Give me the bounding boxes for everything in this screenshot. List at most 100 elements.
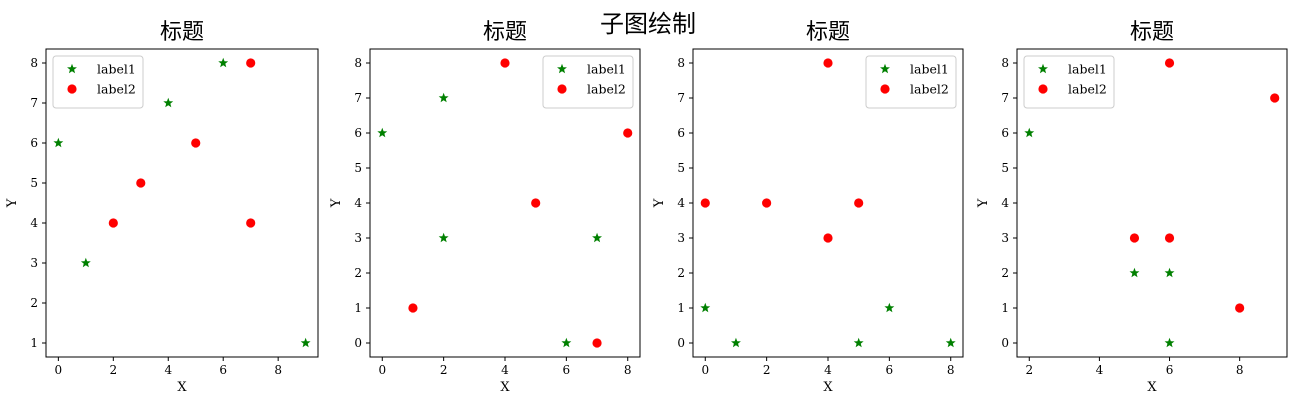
point-label2: [531, 198, 541, 208]
legend-marker-label1: [557, 63, 567, 74]
figure-title: 子图绘制: [600, 10, 696, 38]
y-tick-label: 4: [354, 196, 362, 210]
y-tick-label: 2: [354, 266, 362, 280]
y-tick-label: 1: [354, 301, 362, 315]
x-axis-label: X: [177, 380, 187, 395]
x-axis-label: X: [1147, 380, 1157, 395]
y-tick-label: 1: [677, 301, 685, 315]
x-tick-label: 6: [563, 363, 571, 377]
legend-box: [542, 55, 634, 109]
y-axis-label: Y: [5, 198, 20, 208]
point-label1: [163, 97, 174, 108]
x-tick-label: 4: [824, 363, 832, 377]
point-label1: [945, 337, 956, 348]
y-tick-label: 8: [354, 56, 362, 70]
point-label2: [823, 58, 833, 68]
point-label2: [623, 128, 633, 138]
axes-frame: [45, 48, 319, 358]
y-tick-label: 8: [1001, 56, 1009, 70]
y-tick-label: 4: [677, 196, 685, 210]
subplot-title: 标题: [483, 20, 527, 45]
point-label1: [218, 57, 229, 68]
legend-marker-label1: [880, 63, 890, 74]
subplot-title: 标题: [160, 20, 204, 45]
x-tick-label: 8: [1236, 363, 1244, 377]
point-label1: [592, 232, 602, 243]
y-tick-label: 8: [677, 56, 685, 70]
legend-marker-label2: [67, 84, 77, 94]
x-tick-label: 2: [763, 363, 771, 377]
legend-label: label2: [910, 82, 949, 97]
point-label1: [1164, 267, 1175, 278]
point-label1: [700, 302, 711, 313]
point-label1: [80, 257, 91, 268]
x-tick-label: 6: [886, 363, 894, 377]
point-label2: [108, 218, 118, 228]
point-label2: [246, 58, 256, 68]
x-tick-label: 0: [378, 363, 386, 377]
point-label2: [1164, 58, 1175, 68]
legend-label: label1: [97, 62, 136, 77]
y-tick-label: 7: [1001, 91, 1009, 105]
legend-marker-label2: [880, 84, 890, 94]
x-tick-label: 6: [219, 363, 227, 377]
subplot-title: 标题: [1130, 20, 1174, 45]
y-tick-label: 2: [30, 296, 38, 310]
y-tick-label: 3: [30, 256, 38, 270]
point-label2: [191, 138, 201, 148]
y-tick-label: 2: [677, 266, 685, 280]
legend-box: [1023, 55, 1115, 109]
point-label2: [246, 218, 256, 228]
y-tick-label: 0: [1001, 336, 1009, 350]
point-label2: [823, 233, 833, 243]
x-tick-label: 2: [440, 363, 448, 377]
y-tick-label: 0: [677, 336, 685, 350]
point-label1: [884, 302, 895, 313]
y-tick-label: 5: [354, 161, 362, 175]
y-axis-label: Y: [652, 198, 667, 208]
point-label2: [1129, 233, 1140, 243]
y-tick-label: 3: [354, 231, 362, 245]
x-tick-label: 8: [274, 363, 282, 377]
point-label1: [1164, 337, 1175, 348]
y-tick-label: 0: [354, 336, 362, 350]
legend-label: label1: [910, 62, 949, 77]
y-tick-label: 5: [1001, 161, 1009, 175]
y-tick-label: 3: [677, 231, 685, 245]
point-label2: [700, 198, 710, 208]
y-tick-label: 1: [30, 336, 38, 350]
point-label2: [500, 58, 510, 68]
subplot-title: 标题: [806, 20, 850, 45]
legend-marker-label2: [1038, 84, 1048, 94]
x-tick-label: 8: [947, 363, 955, 377]
point-label1: [731, 337, 741, 348]
point-label2: [592, 338, 602, 348]
x-axis-label: X: [500, 380, 510, 395]
y-tick-label: 6: [354, 126, 362, 140]
legend-label: label2: [1068, 82, 1107, 97]
point-label1: [561, 337, 572, 348]
x-tick-label: 8: [624, 363, 632, 377]
y-tick-label: 6: [30, 136, 38, 150]
legend-marker-label2: [557, 84, 567, 94]
legend-label: label2: [587, 82, 626, 97]
x-tick-label: 6: [1166, 363, 1174, 377]
legend: label1 label2: [52, 55, 144, 109]
y-tick-label: 3: [1001, 231, 1009, 245]
point-label1: [438, 92, 449, 103]
point-label2: [1270, 93, 1280, 103]
point-label1: [377, 127, 388, 138]
y-tick-label: 8: [30, 56, 38, 70]
legend-label: label1: [587, 62, 626, 77]
y-axis-label: Y: [329, 198, 344, 208]
y-tick-label: 7: [30, 96, 38, 110]
point-label1: [853, 337, 864, 348]
point-label2: [1164, 233, 1175, 243]
x-tick-label: 4: [501, 363, 509, 377]
point-label2: [1235, 303, 1245, 313]
y-tick-label: 6: [677, 126, 685, 140]
point-label1: [53, 137, 64, 148]
